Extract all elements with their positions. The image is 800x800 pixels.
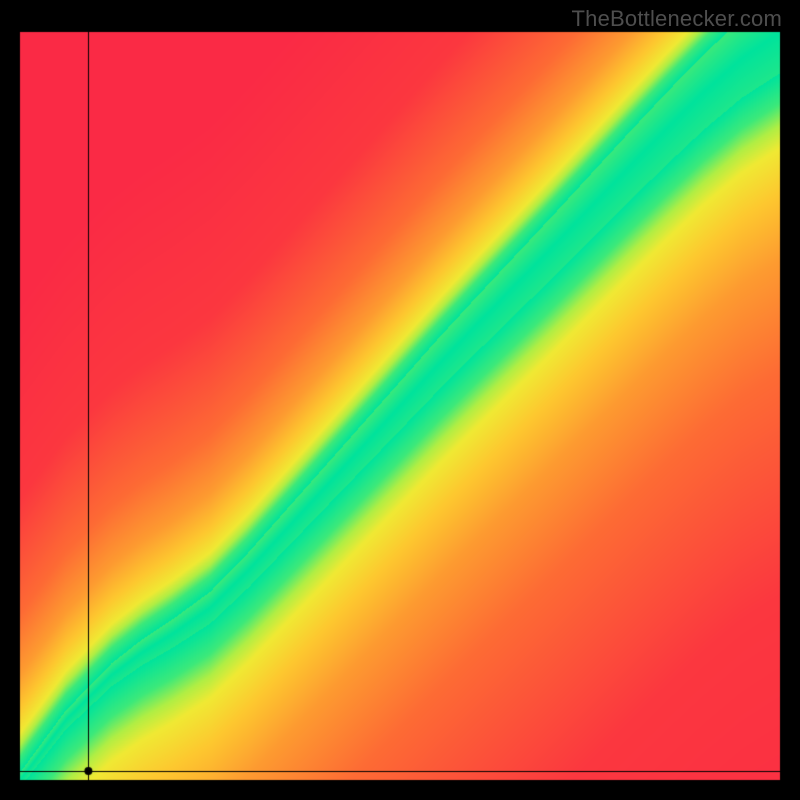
watermark-text: TheBottlenecker.com: [572, 6, 782, 32]
bottleneck-heatmap: [0, 0, 800, 800]
